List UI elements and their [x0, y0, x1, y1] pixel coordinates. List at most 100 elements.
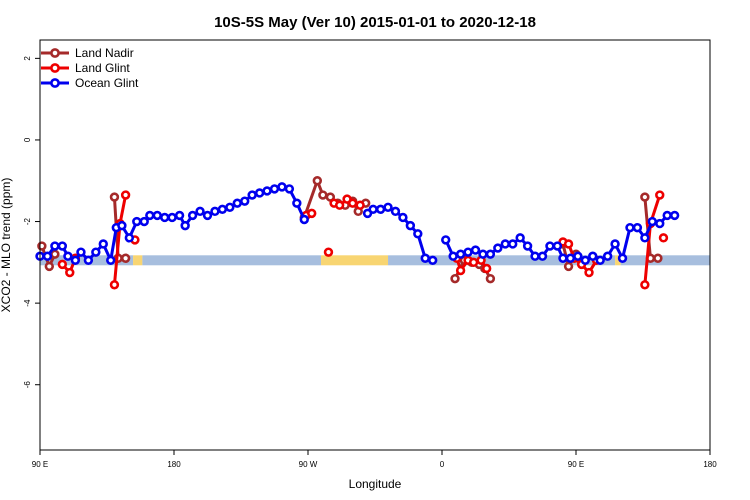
series-2-point-2-3	[463, 247, 473, 257]
series-1-point-5-4	[355, 200, 365, 210]
series-2-point-0-17	[152, 210, 162, 221]
series-1-point-7-4	[584, 267, 594, 278]
series-2	[35, 182, 680, 265]
series-2-point-2-22	[602, 251, 613, 261]
series-2-point-0-36	[292, 198, 302, 208]
legend-marker-0	[50, 48, 60, 58]
series-1-point-6-5	[481, 263, 492, 274]
series-1-point-0-0	[57, 259, 68, 270]
series-2-point-1-6	[405, 220, 416, 231]
series-2-point-2-5	[478, 249, 488, 259]
series-0-point-2-1	[312, 176, 323, 186]
series-0-point-3-0	[450, 273, 460, 284]
y-axis-label: XCO2 - MLO trend (ppm)	[0, 178, 13, 313]
series-2-point-0-13	[124, 233, 135, 243]
y-tick-label-2: -2	[23, 217, 32, 225]
band-ocean-6	[620, 255, 710, 266]
series-1-point-7-1	[563, 239, 574, 249]
series-2-point-2-17	[565, 253, 576, 263]
series-2-point-0-28	[232, 198, 242, 208]
series-2-point-2-11	[522, 241, 533, 251]
series-2-point-2-2	[455, 249, 466, 259]
series-1-point-6-3	[468, 257, 479, 268]
legend-label-2: Ocean Glint	[75, 76, 139, 90]
series-2-point-2-25	[625, 222, 635, 233]
series-2-point-0-33	[269, 184, 280, 194]
x-axis-label: Longitude	[349, 477, 402, 491]
series-1-point-9-0	[658, 233, 669, 243]
series-2-point-0-25	[210, 206, 220, 217]
series-2-point-2-8	[500, 239, 510, 249]
series-2-point-0-34	[277, 182, 287, 192]
series-2-point-0-15	[139, 216, 149, 227]
series-2-point-1-1	[368, 204, 378, 215]
series-0-point-0-0	[37, 241, 47, 251]
series-2-point-1-3	[383, 202, 393, 212]
series-2-point-0-21	[180, 220, 190, 231]
series-2-point-2-27	[640, 233, 650, 243]
series-0-point-5-2	[653, 253, 663, 263]
chart-title: 10S-5S May (Ver 10) 2015-01-01 to 2020-1…	[214, 14, 536, 31]
series-2-point-0-14	[132, 216, 142, 227]
series-layer	[35, 176, 680, 290]
series-2-point-2-23	[610, 239, 620, 249]
series-2-point-2-29	[655, 218, 665, 229]
legend-label-0: Land Nadir	[75, 46, 134, 60]
series-2-point-0-20	[174, 210, 185, 221]
series-2-point-2-21	[595, 255, 605, 265]
series-2-point-2-15	[552, 241, 563, 251]
series-2-point-2-1	[448, 251, 458, 261]
series-2-point-2-12	[530, 251, 540, 261]
series-2-point-1-7	[413, 229, 423, 239]
x-tick-label-1: 180	[167, 460, 181, 469]
series-2-point-2-6	[485, 249, 496, 259]
plot-frame	[39, 39, 711, 451]
series-0-point-2-2	[318, 190, 328, 200]
band-land-3	[321, 255, 389, 266]
series-1-point-8-2	[655, 190, 665, 200]
series-2-point-2-26	[632, 222, 643, 233]
y-tick-label-4: -6	[23, 381, 32, 389]
series-2-point-0-26	[217, 204, 228, 215]
series-2-point-1-4	[390, 206, 401, 217]
series-0-point-1-0	[109, 192, 120, 202]
series-2-point-2-18	[573, 251, 583, 261]
series-2-point-0-22	[187, 210, 198, 221]
series-2-point-1-8	[420, 253, 430, 263]
series-2-point-0-19	[167, 212, 177, 223]
series-2-point-0-30	[247, 190, 257, 200]
series-2-point-0-8	[91, 247, 101, 257]
x-tick-label-0: 90 E	[32, 460, 48, 469]
series-2-point-2-19	[580, 255, 591, 265]
x-tick-label-5: 180	[703, 460, 717, 469]
series-2-point-0-12	[117, 220, 127, 231]
series-0-point-4-1	[563, 261, 574, 272]
series-2-point-2-10	[515, 233, 525, 243]
series-2-point-0-16	[145, 210, 155, 221]
series-2-point-0-1	[42, 251, 53, 261]
series-2-point-0-27	[225, 202, 235, 212]
series-0-point-5-0	[640, 192, 650, 202]
series-2-point-0-4	[63, 251, 73, 261]
series-2-point-2-7	[493, 243, 503, 253]
band-ocean-4	[388, 255, 616, 266]
series-0-point-3-5	[485, 273, 496, 284]
series-2-point-0-32	[262, 186, 272, 196]
series-1-point-0-1	[65, 267, 75, 278]
y-tick-label-3: -4	[23, 299, 32, 307]
y-axis: 2 0 -2 -4 -6	[23, 56, 40, 389]
series-1-point-4-0	[323, 247, 334, 257]
band-land-5	[615, 255, 621, 266]
series-2-point-0-35	[284, 184, 295, 194]
y-tick-label-1: 0	[23, 137, 32, 142]
x-tick-label-3: 0	[440, 460, 445, 469]
x-axis: 90 E 180 90 W 0 90 E 180	[32, 450, 717, 469]
series-2-point-1-2	[375, 204, 386, 215]
legend-label-1: Land Glint	[75, 61, 130, 75]
series-2-point-2-24	[617, 253, 628, 263]
series-2-point-0-31	[254, 188, 265, 198]
series-0-point-1-2	[120, 253, 131, 263]
series-2-point-2-20	[588, 251, 598, 261]
series-2-point-0-18	[159, 212, 170, 223]
